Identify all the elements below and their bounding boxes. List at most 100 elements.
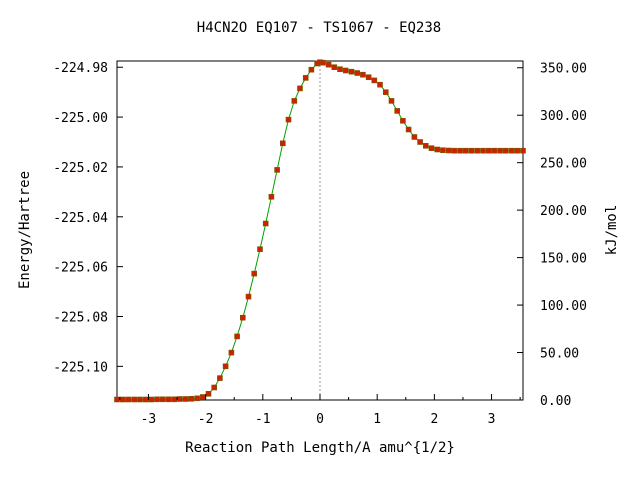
data-point xyxy=(354,70,361,76)
data-point xyxy=(497,147,503,154)
y-tick-label: -225.00 xyxy=(53,111,108,126)
y-tick-label: -225.10 xyxy=(53,360,108,375)
data-point xyxy=(125,396,132,403)
y2-tick-label: 0.00 xyxy=(540,394,571,409)
y2-tick-label: 300.00 xyxy=(540,109,587,124)
data-point xyxy=(285,116,292,123)
data-point xyxy=(297,85,303,92)
y2-tick-label: 100.00 xyxy=(540,299,587,314)
data-point xyxy=(119,396,126,403)
data-point xyxy=(137,396,143,403)
data-point xyxy=(171,396,177,403)
data-point xyxy=(291,98,298,104)
y-tick-label: -225.06 xyxy=(53,261,108,276)
data-point xyxy=(382,89,389,95)
data-point xyxy=(445,147,452,154)
y2-tick-label: 200.00 xyxy=(540,204,587,219)
data-point xyxy=(468,147,475,154)
y-tick-label: -225.08 xyxy=(53,310,108,325)
data-point xyxy=(194,395,200,402)
x-tick-label: 0 xyxy=(316,412,324,427)
x-tick-label: 3 xyxy=(488,412,496,427)
x-tick-label: -3 xyxy=(141,412,157,427)
data-point xyxy=(377,81,383,88)
y-tick-label: -224.98 xyxy=(53,61,108,76)
data-point xyxy=(491,147,498,154)
y2-tick-label: 250.00 xyxy=(540,157,587,172)
data-point xyxy=(360,71,366,78)
chart-title: H4CN2O EQ107 - TS1067 - EQ238 xyxy=(197,20,441,36)
data-point xyxy=(131,396,137,403)
y2-axis-label: kJ/mol xyxy=(604,205,620,256)
data-point xyxy=(148,396,155,403)
data-point xyxy=(520,147,526,154)
data-point xyxy=(228,349,235,356)
data-point xyxy=(331,64,338,70)
y2-tick-label: 150.00 xyxy=(540,252,587,267)
data-point xyxy=(462,147,469,154)
data-point xyxy=(405,126,412,133)
data-point xyxy=(188,395,195,402)
data-points xyxy=(114,59,526,403)
data-point xyxy=(411,134,418,140)
data-point xyxy=(234,333,240,340)
data-point xyxy=(502,147,509,154)
data-point xyxy=(508,147,515,154)
data-point xyxy=(200,394,206,400)
data-point xyxy=(440,147,446,153)
x-tick-label: -2 xyxy=(198,412,214,427)
data-point xyxy=(428,145,435,151)
x-axis: -3 -2 -1 0 1 2 3 xyxy=(119,394,521,427)
y-axis-right: 0.00 50.00 100.00 150.00 200.00 250.00 300.00 3… xyxy=(517,62,587,409)
y-axis-label: Energy/Hartree xyxy=(17,171,33,289)
data-point xyxy=(159,396,166,403)
data-point xyxy=(205,390,212,397)
data-point xyxy=(262,220,269,227)
data-point xyxy=(474,147,481,154)
data-point xyxy=(240,314,246,321)
data-point xyxy=(245,293,252,300)
data-point xyxy=(365,74,372,80)
data-point xyxy=(274,167,280,173)
data-point xyxy=(302,75,309,81)
data-point xyxy=(394,108,401,114)
data-point xyxy=(211,384,217,391)
y-axis-left: -224.98 -225.00 -225.02 -225.04 -225.06 -225.… xyxy=(53,61,123,375)
data-point xyxy=(154,396,160,403)
x-tick-label: 2 xyxy=(430,412,438,427)
data-point xyxy=(451,147,458,154)
y-tick-label: -225.02 xyxy=(53,161,108,176)
data-point xyxy=(165,396,172,403)
x-axis-label: Reaction Path Length/A amu^{1/2} xyxy=(185,440,455,456)
data-point xyxy=(388,98,395,104)
data-point xyxy=(114,396,120,403)
data-point xyxy=(485,147,492,154)
data-point xyxy=(177,396,183,402)
data-point xyxy=(308,66,315,73)
data-point xyxy=(422,143,429,149)
data-point xyxy=(417,139,423,145)
y2-tick-label: 50.00 xyxy=(540,347,579,362)
x-tick-label: 1 xyxy=(373,412,381,427)
data-point xyxy=(457,147,463,154)
data-point xyxy=(325,61,332,68)
data-point xyxy=(337,66,343,72)
data-point xyxy=(222,363,229,370)
plot-area xyxy=(114,59,526,403)
data-point xyxy=(142,396,149,403)
data-point xyxy=(371,77,378,84)
data-point xyxy=(268,194,275,200)
data-point xyxy=(320,59,326,66)
data-point xyxy=(279,140,286,147)
data-point xyxy=(480,147,486,154)
x-tick-label: -1 xyxy=(255,412,271,427)
data-point xyxy=(217,375,223,381)
data-point xyxy=(251,270,257,277)
data-point xyxy=(342,67,349,74)
data-point xyxy=(348,68,355,75)
data-point xyxy=(514,147,521,154)
y2-tick-label: 350.00 xyxy=(540,62,587,77)
data-point xyxy=(182,396,189,402)
data-point xyxy=(400,118,406,124)
